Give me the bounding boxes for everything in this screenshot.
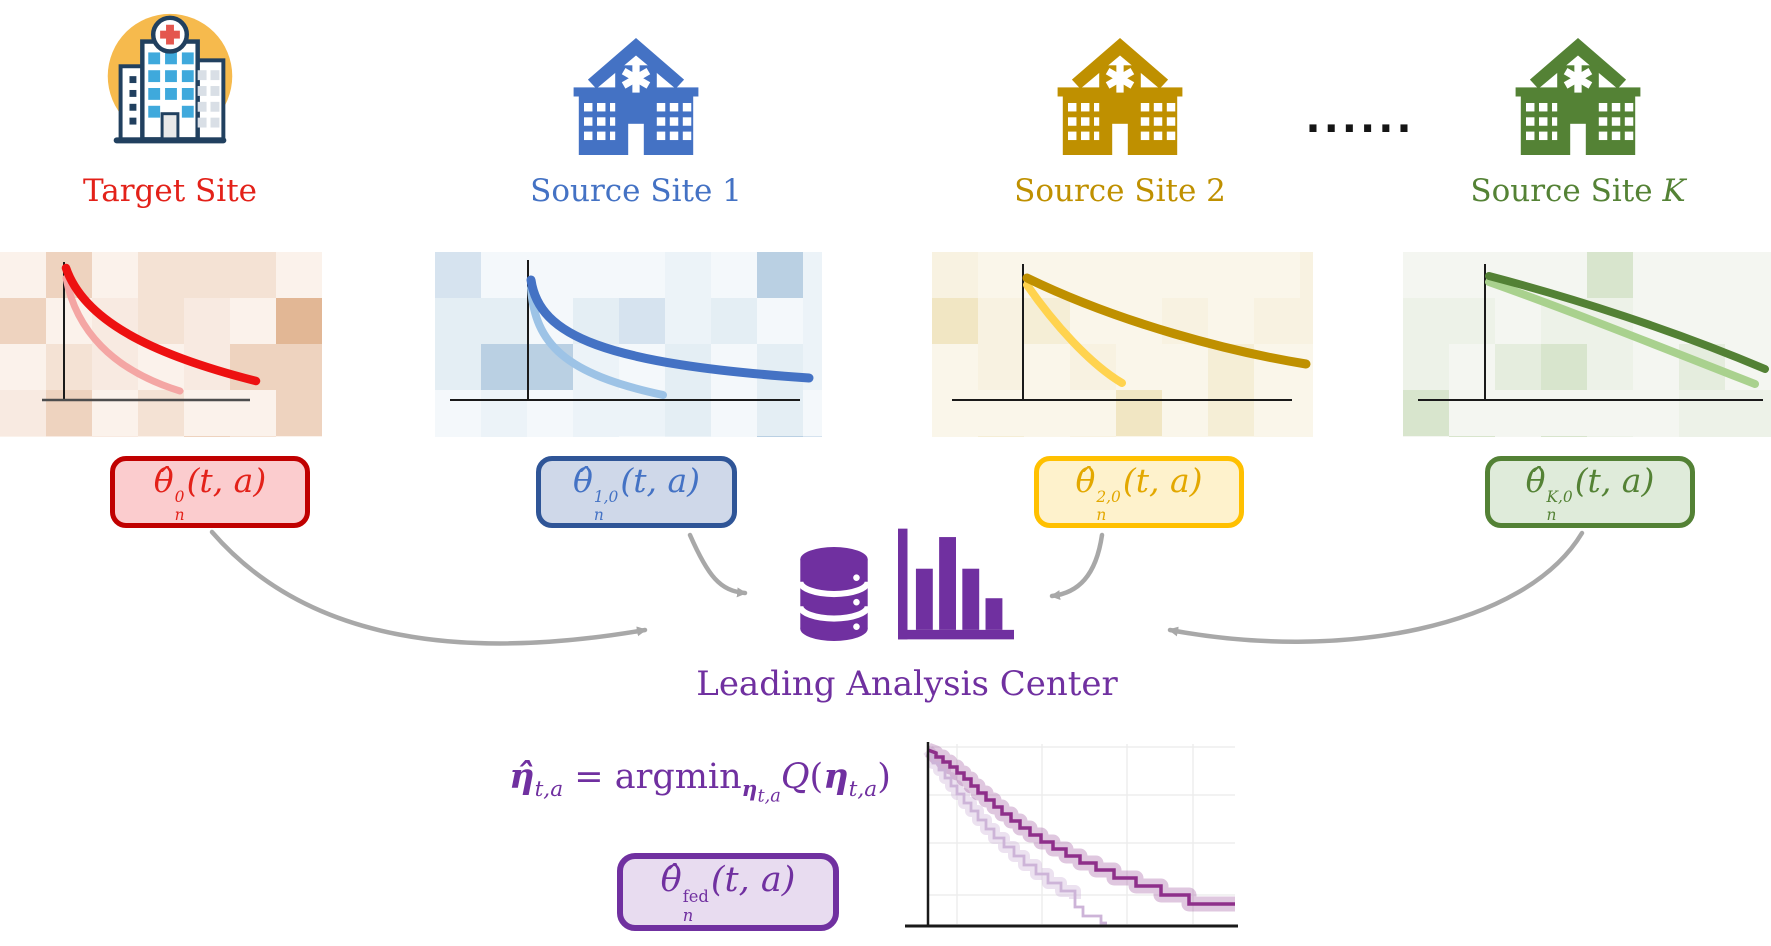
source-1-hospital-icon-row <box>486 6 786 168</box>
analysis-center-icons <box>790 523 1020 643</box>
site-column-source-1: Source Site 1 <box>486 6 786 208</box>
estimate-box-source-k: θ̂ K,0 n (t, a) <box>1485 456 1695 528</box>
site-column-source-2: Source Site 2 <box>970 6 1270 208</box>
arrow-source-2-to-center <box>1049 532 1105 601</box>
survival-curves <box>952 264 1311 401</box>
estimate-formula-source-k: θ̂ K,0 n (t, a) <box>1525 460 1655 525</box>
site-label-source-1: Source Site 1 <box>530 173 742 209</box>
red-cross-icon <box>160 24 180 45</box>
km-band-dark <box>925 742 1235 912</box>
estimate-box-source-1: θ̂ 1,0 n (t, a) <box>536 456 737 528</box>
site-column-target: Target Site <box>20 6 320 208</box>
hospital-icon <box>573 38 699 155</box>
km-line-dark <box>927 748 1235 906</box>
target-hospital-icon-row <box>20 6 320 168</box>
ellipsis-dots: ...... <box>1305 96 1415 142</box>
km-line-light <box>926 749 1107 925</box>
survival-panel-source-2 <box>932 252 1313 437</box>
source-k-hospital-icon-row <box>1428 6 1728 168</box>
estimate-box-source-2: θ̂ 2,0 n (t, a) <box>1034 456 1244 528</box>
estimate-formula-source-1: θ̂ 1,0 n (t, a) <box>572 460 701 525</box>
hospital-icon <box>1057 38 1183 155</box>
arrow-target-to-center <box>209 529 648 646</box>
arrow-source-1-to-center <box>687 532 748 598</box>
survival-curves <box>42 262 261 402</box>
arrow-source-k-to-center <box>1167 530 1585 644</box>
survival-panel-target <box>0 252 322 437</box>
km-plot <box>905 742 1238 928</box>
star-of-life-icon <box>621 64 651 93</box>
star-of-life-icon <box>1563 64 1593 93</box>
estimate-box-target: θ̂ 0 n (t, a) <box>110 456 310 528</box>
target-hospital-icon <box>107 13 233 144</box>
bar-chart-icon <box>898 528 1014 640</box>
site-label-source-k: Source Site K <box>1470 173 1686 209</box>
database-icon <box>798 547 870 641</box>
survival-curves <box>1418 264 1769 401</box>
site-column-source-k: Source Site K <box>1428 6 1728 208</box>
aggregation-formula: η̂t,a = argminηt,aQ(ηt,a) <box>509 756 891 807</box>
analysis-center-title: Leading Analysis Center <box>696 664 1118 704</box>
estimate-formula-target: θ̂ 0 n (t, a) <box>153 460 267 525</box>
star-of-life-icon <box>1105 64 1135 93</box>
hospital-icon <box>1515 38 1641 155</box>
survival-panel-source-k <box>1403 252 1771 437</box>
source-2-hospital-icon-row <box>970 6 1270 168</box>
survival-curves <box>450 260 814 401</box>
site-label-source-2: Source Site 2 <box>1014 173 1226 209</box>
federated-estimate-formula: θ̂ fed n (t, a) <box>660 859 796 925</box>
site-label-target: Target Site <box>82 173 258 209</box>
federated-estimate-box: θ̂ fed n (t, a) <box>617 853 839 931</box>
survival-panel-source-1 <box>435 252 822 437</box>
estimate-formula-source-2: θ̂ 2,0 n (t, a) <box>1075 460 1203 525</box>
